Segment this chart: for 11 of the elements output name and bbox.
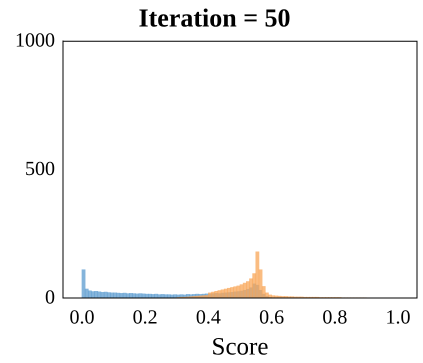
x-tick-label: 1.0 (386, 306, 411, 328)
y-tick-label: 500 (25, 158, 55, 180)
y-tick-label: 1000 (15, 29, 55, 52)
x-tick-label: 0.2 (132, 306, 158, 328)
x-axis-title: Score (212, 334, 268, 361)
chart-title: Iteration = 50 (138, 3, 291, 32)
x-tick-label: 0.0 (69, 306, 94, 328)
y-tick-label: 0 (45, 286, 55, 308)
x-tick-label: 0.4 (196, 306, 221, 328)
x-tick-label: 0.8 (322, 306, 348, 328)
x-tick-label: 0.6 (259, 306, 284, 328)
